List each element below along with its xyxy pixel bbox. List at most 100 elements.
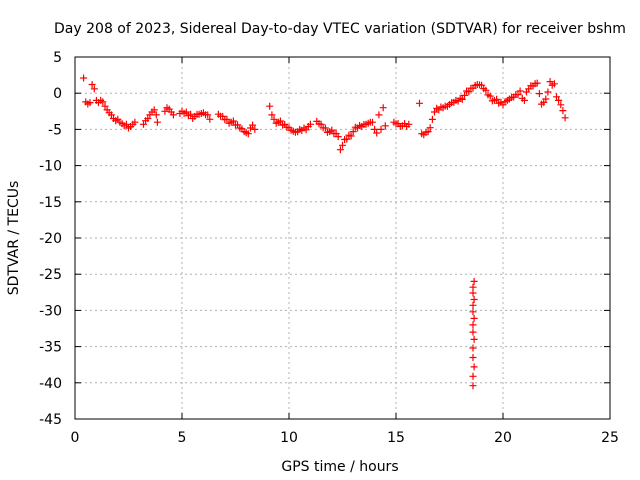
data-point (544, 88, 552, 96)
data-point (486, 92, 494, 100)
data-point (249, 121, 257, 129)
data-point (90, 85, 98, 93)
x-tick-label: 15 (387, 430, 405, 446)
data-point (339, 141, 346, 149)
data-point (86, 99, 94, 107)
data-point (428, 115, 436, 123)
data-point (381, 122, 389, 130)
data-point (336, 146, 344, 154)
data-point (482, 86, 490, 94)
x-tick-label: 25 (601, 430, 619, 446)
data-point (535, 90, 543, 98)
data-point (349, 128, 357, 136)
data-point (266, 102, 274, 110)
y-tick-label: -35 (39, 340, 62, 356)
y-tick-label: -10 (39, 159, 62, 175)
data-point (514, 91, 522, 99)
data-point (223, 115, 231, 123)
data-point (88, 81, 96, 88)
data-point (144, 115, 152, 122)
data-point (270, 115, 278, 123)
data-point (493, 95, 501, 103)
data-point (375, 111, 383, 119)
y-axis-title: SDTVAR / TECUs (6, 181, 22, 296)
outlier-point (470, 335, 478, 343)
outlier-point (469, 301, 477, 309)
data-point (328, 126, 336, 134)
y-tick-label: -20 (39, 231, 62, 247)
y-tick-label: 5 (53, 50, 62, 66)
data-point (317, 120, 325, 128)
data-point (465, 88, 473, 96)
y-tick-label: -45 (39, 412, 62, 428)
data-point (244, 130, 252, 138)
data-point (251, 125, 259, 133)
data-point (343, 135, 351, 143)
outlier-point (470, 277, 478, 285)
data-point (559, 107, 567, 115)
data-point (161, 107, 169, 115)
x-tick-label: 10 (280, 430, 298, 446)
data-point (520, 96, 528, 104)
data-point (553, 93, 560, 101)
data-point (379, 104, 387, 112)
outlier-point (469, 372, 477, 380)
data-point (153, 118, 161, 126)
data-point (555, 96, 563, 104)
data-point (516, 87, 524, 95)
data-point (542, 95, 550, 103)
axis-ticks: 0 5 10 15 20 25 5 0 -5 -10 -15 -20 -25 -30 -35 -40 -45 (39, 50, 619, 446)
y-tick-label: -30 (39, 303, 62, 319)
data-point (377, 125, 385, 133)
y-tick-label: 0 (53, 86, 62, 102)
outlier-point (469, 289, 477, 297)
data-point (546, 78, 554, 86)
data-point (140, 120, 147, 128)
data-point (152, 111, 160, 119)
data-point (550, 80, 558, 88)
outlier-point (469, 354, 477, 361)
data-point (80, 74, 88, 82)
data-point (369, 118, 376, 126)
data-point (426, 124, 434, 132)
x-axis-title: GPS time / hours (281, 459, 398, 475)
data-point (557, 101, 565, 109)
chart-title: Day 208 of 2023, Sidereal Day-to-day VTE… (54, 21, 626, 37)
data-point (107, 111, 115, 119)
data-point (131, 118, 139, 126)
data-point (182, 108, 190, 116)
data-point (150, 106, 158, 114)
data-point (561, 114, 569, 122)
y-tick-label: -15 (39, 195, 62, 211)
data-point (169, 111, 177, 119)
data-point (276, 117, 284, 125)
data-point (373, 129, 381, 137)
y-tick-label: -40 (39, 376, 62, 392)
outlier-point (469, 328, 477, 336)
data-point (306, 120, 314, 128)
data-point (347, 132, 355, 140)
outlier-point (469, 308, 477, 316)
data-point (458, 95, 466, 103)
data-point (187, 110, 195, 118)
data-point (334, 133, 342, 141)
data-point (416, 99, 423, 107)
data-point (461, 91, 468, 99)
outlier-point (470, 314, 478, 322)
data-points (80, 74, 569, 390)
grid (75, 57, 610, 419)
data-point (204, 111, 212, 119)
data-point (424, 128, 432, 136)
data-point (101, 102, 109, 110)
data-point (321, 124, 329, 132)
data-point (229, 117, 237, 125)
data-point (431, 108, 438, 116)
x-tick-label: 5 (178, 430, 187, 446)
y-tick-label: -5 (48, 122, 62, 138)
outlier-point (470, 296, 478, 303)
data-point (99, 98, 107, 106)
data-point (122, 120, 130, 128)
data-point (206, 115, 214, 123)
outlier-point (470, 363, 478, 371)
